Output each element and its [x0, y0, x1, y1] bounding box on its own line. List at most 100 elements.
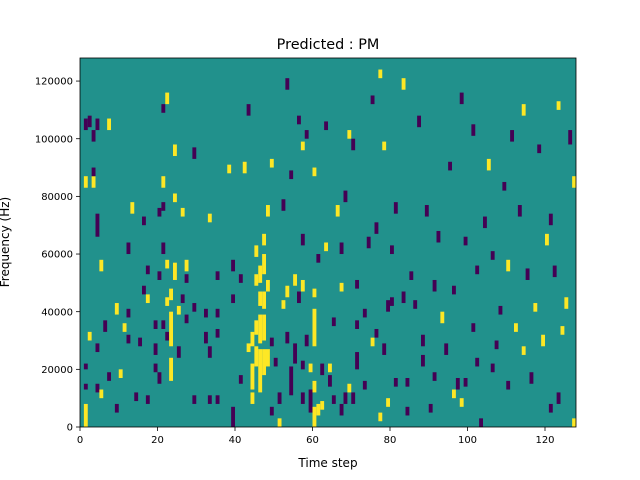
plot-area [80, 58, 577, 427]
x-tick-label: 80 [384, 435, 397, 446]
heatmap-cell-low [339, 403, 344, 416]
heatmap-cell-high [572, 176, 577, 188]
heatmap-cell-low [246, 104, 251, 116]
heatmap-cell-low [215, 395, 220, 404]
heatmap-cell-high [262, 314, 267, 341]
heatmap-cell-high [169, 288, 174, 301]
heatmap-cell-low [161, 242, 166, 255]
heatmap-cell-high [254, 320, 259, 335]
heatmap-cell-high [339, 282, 344, 292]
heatmap-cell-high [541, 334, 546, 347]
heatmap-cell-low [300, 360, 305, 370]
heatmap-cell-low [393, 377, 398, 387]
heatmap-cell-low [297, 115, 301, 125]
heatmap-cell-high [312, 380, 317, 393]
heatmap-cell-high [556, 101, 561, 110]
heatmap-cell-high [242, 161, 247, 174]
heatmap-cell-low [475, 265, 480, 275]
heatmap-cell-low [87, 115, 92, 128]
heatmap-cell-low [192, 395, 197, 404]
y-axis-ticks: 0 20000 40000 60000 80000 100000 120000 [35, 77, 80, 434]
heatmap-cell-low [355, 320, 360, 329]
heatmap-cell-high [459, 398, 464, 407]
heatmap-cell-low [95, 383, 100, 393]
heatmap-cell-high [161, 176, 166, 188]
heatmap-cell-high [300, 279, 305, 292]
heatmap-cell-low [126, 308, 131, 318]
heatmap-cell-high [262, 254, 267, 275]
heatmap-cell-low [432, 372, 437, 381]
heatmap-cell-high [452, 389, 456, 399]
heatmap-cell-low [432, 279, 437, 292]
heatmap-cell-high [277, 418, 282, 427]
heatmap-cell-low [215, 328, 220, 338]
heatmap-cell-low [145, 395, 150, 404]
heatmap-cell-high [266, 279, 270, 292]
heatmap-cell-high [207, 213, 212, 223]
heatmap-cell-high [99, 259, 104, 272]
heatmap-cell-high [514, 323, 518, 332]
heatmap-cell-high [130, 202, 135, 214]
x-axis-ticks: 0 20 40 60 80 100 120 [77, 427, 555, 446]
heatmap-cell-low [502, 181, 507, 191]
heatmap-cell-high [521, 104, 526, 116]
heatmap-cell-low [413, 300, 418, 309]
heatmap-cell-low [153, 363, 158, 373]
heatmap-cell-low [548, 213, 553, 226]
heatmap-cell-high [173, 262, 177, 280]
heatmap-cell-low [498, 305, 503, 315]
heatmap-cell-low [95, 343, 100, 353]
heatmap-cell-low [525, 268, 530, 280]
heatmap-cell-high [262, 291, 267, 309]
heatmap-cell-high [386, 398, 391, 407]
heatmap-cell-low [382, 343, 387, 355]
heatmap-cell-low [304, 130, 309, 139]
heatmap-cell-low [161, 202, 166, 211]
heatmap-cell-high [83, 403, 88, 427]
heatmap-cell-low [386, 300, 391, 312]
heatmap-cell-high [312, 406, 317, 427]
heatmap-cell-low [355, 352, 360, 370]
heatmap-cell-low [184, 274, 189, 283]
heatmap-cell-low [285, 331, 290, 344]
heatmap-cell-low [134, 392, 139, 402]
heatmap-cell-high [258, 291, 263, 306]
heatmap-cell-high [382, 141, 387, 151]
y-tick-label: 120000 [35, 77, 73, 88]
heatmap-cell-low [331, 395, 336, 404]
heatmap-cell-low [331, 317, 336, 327]
heatmap-cell-high [107, 118, 112, 131]
heatmap-cell-high [258, 349, 263, 393]
heatmap-cell-high [254, 274, 259, 286]
heatmap-cell-high [262, 349, 267, 376]
heatmap-cell-low [285, 78, 290, 90]
heatmap-cell-low [273, 357, 278, 367]
heatmap-cell-low [421, 354, 425, 367]
heatmap-cell-low [405, 406, 410, 416]
heatmap-cell-low [448, 161, 453, 171]
heatmap-cell-high [521, 346, 526, 355]
x-tick-label: 0 [77, 435, 83, 446]
heatmap-cell-low [529, 372, 534, 384]
heatmap-cell-low [289, 170, 294, 180]
heatmap-cell-low [107, 372, 112, 381]
heatmap-cell-high [312, 288, 317, 298]
heatmap-cell-high [180, 207, 185, 217]
heatmap-cell-low [452, 285, 456, 295]
heatmap-cell-low [157, 207, 162, 217]
y-tick-label: 100000 [35, 134, 73, 145]
heatmap-cell-low [390, 245, 394, 255]
heatmap-cell-low [351, 392, 356, 404]
heatmap-cell-high [184, 259, 189, 272]
heatmap-cell-low [459, 92, 464, 105]
heatmap-cell-low [142, 216, 146, 226]
heatmap-cell-low [83, 363, 88, 370]
heatmap-cell-high [300, 141, 305, 151]
heatmap-cell-high [285, 285, 290, 298]
heatmap-cell-low [401, 291, 406, 304]
heatmap-cell-low [339, 242, 344, 255]
heatmap-cell-low [343, 190, 348, 203]
heatmap-cell-high [165, 259, 170, 269]
heatmap-cell-high [169, 357, 174, 381]
heatmap-cell-high [378, 412, 383, 422]
